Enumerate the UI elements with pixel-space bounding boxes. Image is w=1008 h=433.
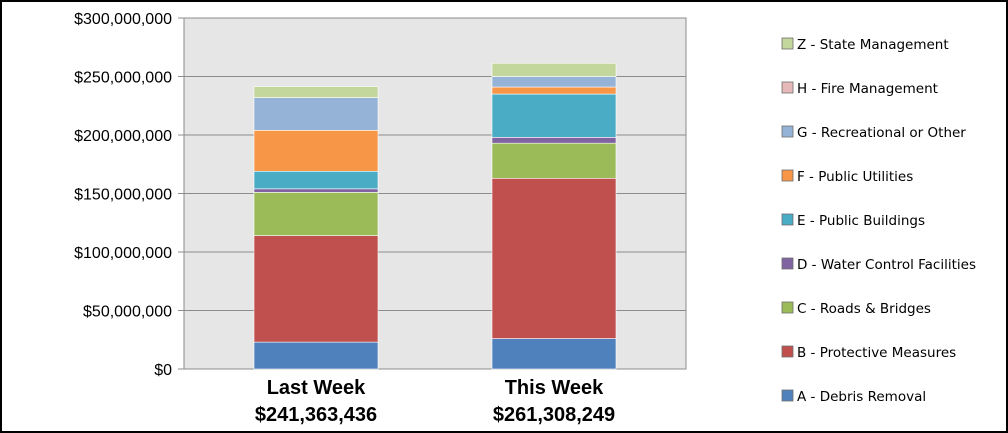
bar-segment — [253, 130, 379, 172]
bar-segment — [253, 97, 379, 131]
legend-swatch — [781, 81, 794, 94]
bar-segment — [253, 341, 379, 370]
legend-swatch — [781, 345, 794, 358]
bar-segment — [253, 170, 379, 190]
bar-segment — [491, 137, 617, 144]
legend-label: E - Public Buildings — [797, 213, 925, 229]
bar-segment — [491, 93, 617, 138]
y-tick-label: $250,000,000 — [74, 70, 172, 87]
bar-segment — [253, 192, 379, 236]
bar-segment — [491, 338, 617, 370]
legend-swatch — [781, 257, 794, 270]
y-tick-label: $150,000,000 — [74, 187, 172, 204]
legend-swatch — [781, 125, 794, 138]
bar-segment — [491, 86, 617, 95]
y-tick-label: $50,000,000 — [83, 304, 172, 321]
legend-label: Z - State Management — [797, 37, 949, 53]
legend-swatch — [781, 169, 794, 182]
legend-label: G - Recreational or Other — [797, 125, 966, 141]
legend-swatch — [781, 389, 794, 402]
legend-label: F - Public Utilities — [797, 169, 913, 185]
legend-swatch — [781, 213, 794, 226]
bar-segment — [491, 76, 617, 88]
x-category-total: $261,308,249 — [493, 404, 615, 426]
bar-segment — [491, 62, 617, 77]
x-category-total: $241,363,436 — [255, 404, 377, 426]
bar-segment — [491, 142, 617, 179]
x-category-label: This Week — [505, 377, 604, 399]
bar-segment — [491, 177, 617, 339]
x-category-label: Last Week — [267, 377, 366, 399]
legend-label: A - Debris Removal — [797, 389, 926, 405]
y-tick-label: $300,000,000 — [74, 11, 172, 28]
y-tick-label: $200,000,000 — [74, 128, 172, 145]
legend-swatch — [781, 37, 794, 50]
bar-segment — [253, 188, 379, 193]
y-tick-label: $0 — [154, 362, 172, 379]
bar-segment — [253, 235, 379, 343]
bar-segment — [253, 86, 379, 98]
y-tick-label: $100,000,000 — [74, 245, 172, 262]
legend-label: D - Water Control Facilities — [797, 257, 976, 273]
legend-label: B - Protective Measures — [797, 345, 956, 361]
legend-label: H - Fire Management — [797, 81, 938, 97]
legend-label: C - Roads & Bridges — [797, 301, 931, 317]
legend-swatch — [781, 301, 794, 314]
